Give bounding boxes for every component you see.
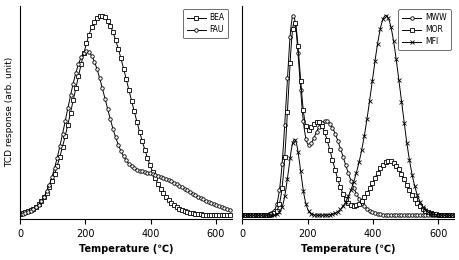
FAU <box>223 207 229 210</box>
MFI <box>382 14 388 17</box>
MFI <box>342 201 347 204</box>
Line: FAU: FAU <box>18 50 234 216</box>
MFI <box>445 213 450 217</box>
MOR <box>451 214 456 217</box>
MFI <box>406 158 411 161</box>
BEA <box>223 214 229 217</box>
X-axis label: Temperature (℃): Temperature (℃) <box>301 244 395 255</box>
MFI <box>336 209 342 212</box>
Legend: MWW, MOR, MFI: MWW, MOR, MFI <box>397 9 450 50</box>
FAU <box>17 212 23 216</box>
BEA <box>115 46 120 49</box>
MWW <box>290 14 296 17</box>
MWW <box>336 145 342 148</box>
MOR <box>445 213 450 217</box>
BEA <box>223 214 229 217</box>
MOR <box>291 20 297 23</box>
Line: BEA: BEA <box>18 14 234 217</box>
BEA <box>184 211 190 214</box>
MWW <box>451 214 456 217</box>
FAU <box>120 154 126 157</box>
FAU <box>184 189 190 192</box>
FAU <box>84 50 90 53</box>
FAU <box>223 207 229 210</box>
MOR <box>250 214 255 217</box>
Legend: BEA, FAU: BEA, FAU <box>182 9 228 38</box>
BEA <box>17 212 23 215</box>
BEA <box>98 14 104 17</box>
MOR <box>406 188 411 192</box>
MOR <box>336 184 342 187</box>
MFI <box>239 214 245 217</box>
MOR <box>342 197 347 200</box>
MWW <box>250 213 255 217</box>
FAU <box>28 209 34 212</box>
Y-axis label: TCD response (arb. unit): TCD response (arb. unit) <box>6 57 15 167</box>
Line: MFI: MFI <box>240 14 455 217</box>
Line: MWW: MWW <box>240 14 455 217</box>
BEA <box>229 214 235 217</box>
MWW <box>406 214 411 217</box>
FAU <box>229 209 235 212</box>
Line: MOR: MOR <box>240 20 455 217</box>
MOR <box>445 213 450 217</box>
BEA <box>120 66 126 69</box>
FAU <box>115 142 120 145</box>
MFI <box>445 214 450 217</box>
MFI <box>250 214 255 217</box>
X-axis label: Temperature (℃): Temperature (℃) <box>79 244 173 255</box>
MOR <box>239 214 245 217</box>
MWW <box>342 163 347 166</box>
MFI <box>451 214 456 217</box>
MWW <box>445 214 450 217</box>
BEA <box>28 209 34 212</box>
MWW <box>239 214 245 217</box>
MWW <box>445 214 450 217</box>
